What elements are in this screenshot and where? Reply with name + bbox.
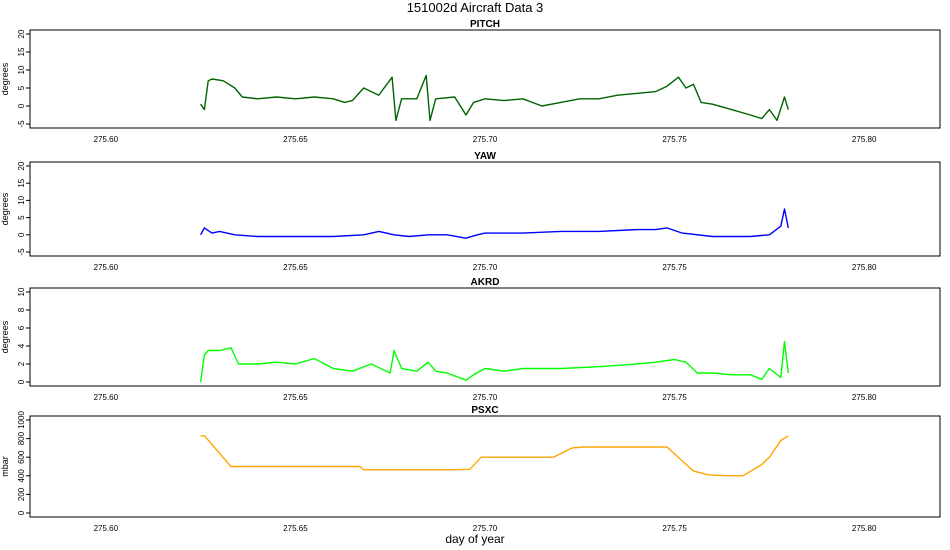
x-tick-label: 275.75 bbox=[662, 263, 687, 272]
x-tick-label: 275.75 bbox=[662, 524, 687, 533]
series-line-pitch bbox=[200, 74, 789, 122]
y-tick-label: 400 bbox=[17, 469, 26, 483]
x-tick-label: 275.75 bbox=[662, 135, 687, 144]
x-tick-label: 275.65 bbox=[283, 524, 308, 533]
y-tick-label: -5 bbox=[17, 248, 26, 256]
x-tick-label: 275.80 bbox=[852, 135, 877, 144]
y-tick-label: 20 bbox=[17, 29, 26, 38]
plot-frame bbox=[29, 287, 941, 387]
y-tick-label: 0 bbox=[17, 379, 26, 384]
y-tick-label: 2 bbox=[17, 361, 26, 366]
y-axis-label: degrees bbox=[0, 62, 10, 95]
x-tick-label: 275.65 bbox=[283, 135, 308, 144]
y-tick-label: 10 bbox=[17, 195, 26, 204]
y-tick-label: 15 bbox=[17, 47, 26, 56]
series-line-akrd bbox=[199, 340, 789, 383]
y-axis-label: degrees bbox=[0, 320, 10, 353]
x-tick-label: 275.80 bbox=[852, 263, 877, 272]
x-tick-label: 275.60 bbox=[94, 135, 119, 144]
y-tick-label: 10 bbox=[17, 287, 26, 296]
series-line-psxc bbox=[200, 435, 789, 477]
y-tick-label: 600 bbox=[17, 450, 26, 464]
panel-akrd: AKRD degrees 0 2 4 6 8 10 275.60 275.65 275.70 275.… bbox=[0, 277, 941, 402]
x-tick-label: 275.80 bbox=[852, 524, 877, 533]
y-tick-label: 5 bbox=[17, 215, 26, 220]
x-tick-label: 275.60 bbox=[94, 393, 119, 402]
y-axis-label: mbar bbox=[0, 456, 10, 477]
x-tick-label: 275.70 bbox=[473, 263, 498, 272]
x-tick-label: 275.80 bbox=[852, 393, 877, 402]
x-tick-label: 275.75 bbox=[662, 393, 687, 402]
y-tick-label: -5 bbox=[17, 120, 26, 128]
figure-title: 151002d Aircraft Data 3 bbox=[407, 0, 544, 15]
x-tick-label: 275.60 bbox=[94, 263, 119, 272]
series-line-yaw bbox=[199, 208, 789, 239]
y-tick-label: 8 bbox=[17, 307, 26, 312]
y-tick-label: 6 bbox=[17, 325, 26, 330]
panel-yaw: YAW degrees -5 0 5 10 15 20 275.60 275.65 275.70 27… bbox=[0, 151, 941, 272]
plot-frame bbox=[29, 415, 941, 518]
y-tick-label: 20 bbox=[17, 161, 26, 170]
y-tick-label: 0 bbox=[17, 510, 26, 515]
x-axis-label: day of year bbox=[445, 532, 504, 546]
y-tick-label: 800 bbox=[17, 431, 26, 445]
panel-title: YAW bbox=[474, 151, 496, 162]
y-tick-label: 0 bbox=[17, 103, 26, 108]
y-tick-label: 0 bbox=[17, 232, 26, 237]
panel-pitch: PITCH degrees -5 0 5 10 15 20 275.60 275.65 275.70… bbox=[0, 19, 941, 144]
x-tick-label: 275.60 bbox=[94, 524, 119, 533]
x-tick-label: 275.70 bbox=[473, 135, 498, 144]
panel-title: PSXC bbox=[471, 405, 498, 416]
panel-title: PITCH bbox=[470, 19, 500, 30]
panel-title: AKRD bbox=[471, 277, 500, 288]
plot-frame bbox=[29, 29, 941, 129]
y-tick-label: 200 bbox=[17, 487, 26, 501]
plot-frame bbox=[29, 161, 941, 257]
x-tick-label: 275.65 bbox=[283, 263, 308, 272]
y-tick-label: 5 bbox=[17, 85, 26, 90]
x-tick-label: 275.65 bbox=[283, 393, 308, 402]
x-tick-label: 275.70 bbox=[473, 524, 498, 533]
y-tick-label: 10 bbox=[17, 65, 26, 74]
y-tick-label: 1000 bbox=[17, 411, 26, 429]
x-tick-label: 275.70 bbox=[473, 393, 498, 402]
y-tick-label: 4 bbox=[17, 343, 26, 348]
panel-psxc: PSXC mbar 0 200 400 600 800 1000 275.60 275.65 275… bbox=[0, 405, 941, 533]
y-axis-label: degrees bbox=[0, 192, 10, 225]
y-tick-label: 15 bbox=[17, 178, 26, 187]
